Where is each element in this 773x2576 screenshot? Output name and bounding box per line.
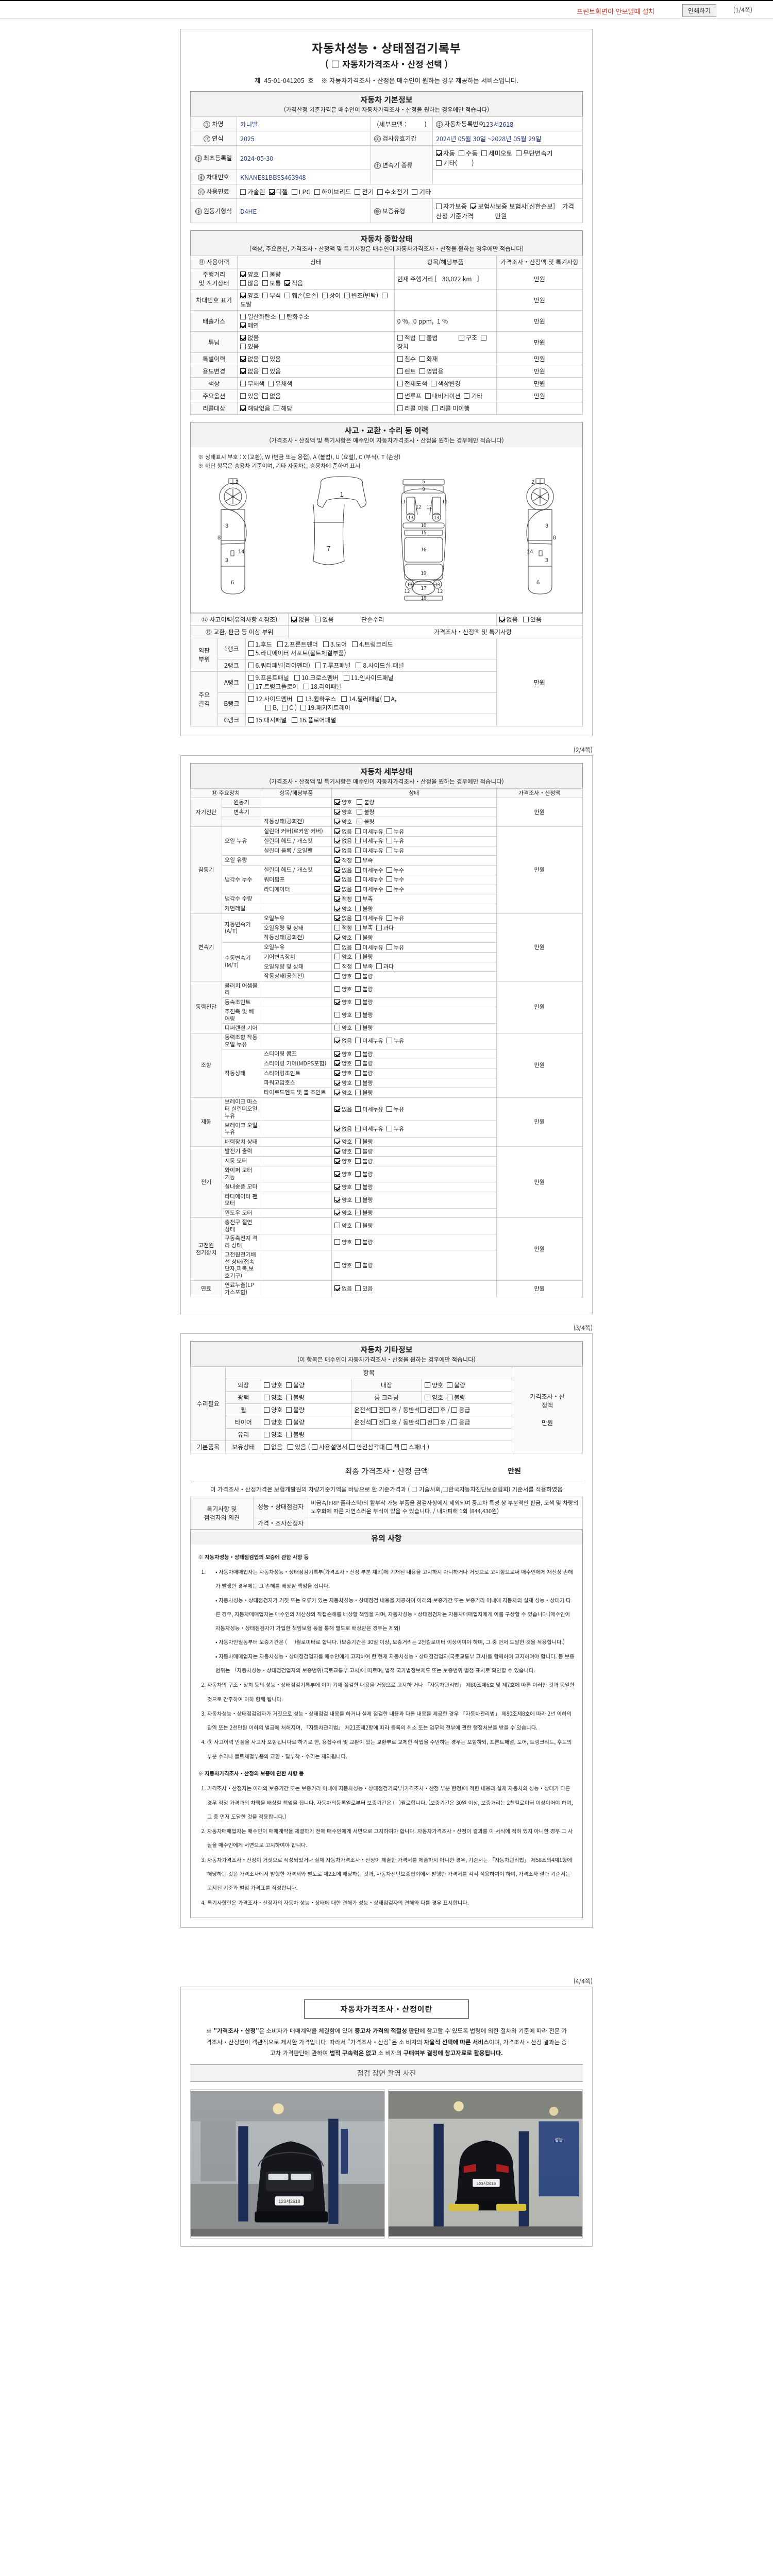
svg-text:17: 17: [421, 584, 427, 591]
svg-text:2: 2: [236, 479, 239, 485]
svg-text:13: 13: [434, 514, 440, 521]
svg-text:3: 3: [545, 523, 548, 529]
svg-text:13: 13: [408, 514, 414, 521]
svg-text:123서2618: 123서2618: [278, 2199, 300, 2204]
svg-text:15: 15: [421, 529, 427, 536]
svg-text:11: 11: [442, 498, 448, 505]
svg-text:14: 14: [527, 549, 533, 555]
svg-text:14: 14: [238, 549, 244, 555]
svg-text:12: 12: [405, 587, 410, 595]
svg-text:12: 12: [416, 503, 422, 510]
svg-text:123서2618: 123서2618: [477, 2181, 496, 2186]
svg-text:10: 10: [421, 521, 427, 529]
svg-text:11: 11: [400, 498, 406, 505]
svg-text:16: 16: [421, 546, 427, 553]
svg-text:9: 9: [422, 485, 425, 493]
svg-text:7: 7: [327, 544, 331, 553]
svg-text:8: 8: [553, 535, 556, 541]
svg-text:18: 18: [421, 594, 427, 601]
svg-text:3: 3: [545, 557, 548, 564]
svg-text:성능: 성능: [554, 2137, 563, 2143]
svg-text:8: 8: [217, 535, 221, 541]
svg-text:5: 5: [422, 478, 425, 485]
svg-text:6: 6: [231, 580, 234, 586]
svg-text:19: 19: [421, 569, 427, 577]
svg-text:12: 12: [427, 503, 432, 510]
svg-text:3: 3: [225, 523, 228, 529]
svg-text:13: 13: [407, 581, 413, 588]
svg-text:13: 13: [435, 581, 441, 588]
svg-text:6: 6: [536, 580, 540, 586]
svg-text:3: 3: [225, 557, 228, 564]
svg-text:12: 12: [438, 587, 443, 595]
svg-text:1: 1: [340, 490, 344, 499]
svg-text:2: 2: [531, 479, 534, 485]
